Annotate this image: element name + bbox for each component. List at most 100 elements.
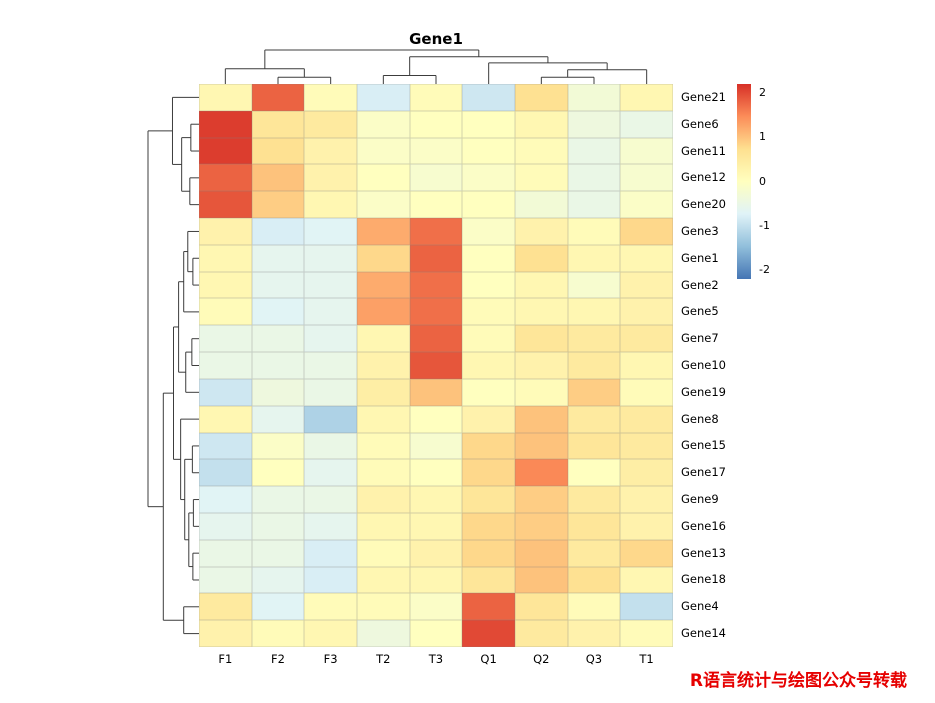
heatmap-cell <box>357 378 410 406</box>
heatmap-cell <box>251 191 305 219</box>
heatmap-cell <box>462 137 515 165</box>
heatmap-cell <box>357 459 410 487</box>
heatmap-cell <box>620 84 673 111</box>
heatmap-cell <box>409 566 463 594</box>
heatmap-cell <box>357 137 410 165</box>
heatmap-cell <box>409 512 463 540</box>
row-label: Gene19 <box>681 384 726 399</box>
heatmap-cell <box>199 539 252 567</box>
heatmap-cell <box>251 512 305 540</box>
heatmap-cell <box>567 593 621 621</box>
heatmap-cell <box>304 352 357 379</box>
heatmap-cell <box>251 459 305 487</box>
heatmap-cell <box>357 110 410 138</box>
heatmap-cell <box>567 191 621 219</box>
heatmap-cell <box>357 486 410 513</box>
heatmap-cell <box>462 325 515 353</box>
heatmap-cell <box>462 459 515 487</box>
heatmap-cell <box>620 593 673 621</box>
column-label: Q1 <box>480 652 497 666</box>
row-label: Gene14 <box>681 625 726 640</box>
heatmap-cell <box>567 244 621 272</box>
heatmap-cell <box>357 539 410 567</box>
heatmap-cell <box>462 486 515 513</box>
heatmap-cell <box>567 164 621 192</box>
heatmap-cell <box>357 164 410 192</box>
heatmap-cell <box>515 459 568 487</box>
heatmap-cell <box>251 298 305 326</box>
heatmap-cell <box>567 137 621 165</box>
row-label: Gene8 <box>681 411 719 426</box>
column-label: F2 <box>271 652 285 666</box>
heatmap-cell <box>462 566 515 594</box>
heatmap-cell <box>251 352 305 379</box>
heatmap-cell <box>357 244 410 272</box>
heatmap-cell <box>567 539 621 567</box>
legend-tick-label: 2 <box>759 85 766 99</box>
heatmap-cell <box>462 512 515 540</box>
heatmap-cell <box>199 84 252 111</box>
heatmap-cell <box>199 486 252 513</box>
heatmap-cell <box>357 271 410 299</box>
heatmap-cell <box>515 164 568 192</box>
row-label: Gene5 <box>681 304 719 319</box>
heatmap-cell <box>304 298 357 326</box>
heatmap-cell <box>199 432 252 460</box>
heatmap-cell <box>304 459 357 487</box>
heatmap-cell <box>515 244 568 272</box>
heatmap-cell <box>515 110 568 138</box>
heatmap-cell <box>515 486 568 513</box>
heatmap-cell <box>567 352 621 379</box>
heatmap-cell <box>199 298 252 326</box>
heatmap-cell <box>620 271 673 299</box>
heatmap-cell <box>567 271 621 299</box>
heatmap-cell <box>251 593 305 621</box>
heatmap-cell <box>567 432 621 460</box>
heatmap-cell <box>199 620 252 647</box>
heatmap-cell <box>199 325 252 353</box>
heatmap-cell <box>357 191 410 219</box>
heatmap-cell <box>462 164 515 192</box>
row-label: Gene6 <box>681 116 719 131</box>
heatmap-cell <box>620 405 673 433</box>
heatmap-cell <box>357 620 410 647</box>
heatmap-cell <box>304 218 357 245</box>
heatmap-cell <box>462 271 515 299</box>
heatmap-cell <box>409 459 463 487</box>
heatmap-cell <box>567 459 621 487</box>
legend-tick-label: 0 <box>759 174 766 188</box>
heatmap-cell <box>304 593 357 621</box>
row-label: Gene15 <box>681 438 726 453</box>
heatmap-cell <box>409 244 463 272</box>
heatmap-cell <box>251 539 305 567</box>
row-label: Gene16 <box>681 518 726 533</box>
heatmap-cell <box>567 325 621 353</box>
heatmap-cell <box>357 218 410 245</box>
row-label: Gene1 <box>681 250 719 265</box>
row-label: Gene20 <box>681 197 726 212</box>
heatmap-cell <box>409 539 463 567</box>
heatmap-cell <box>515 539 568 567</box>
heatmap-cell <box>620 566 673 594</box>
heatmap-cell <box>199 271 252 299</box>
heatmap-cell <box>251 137 305 165</box>
heatmap-cell <box>304 432 357 460</box>
heatmap-cell <box>462 593 515 621</box>
row-label: Gene4 <box>681 599 719 614</box>
heatmap-cell <box>199 566 252 594</box>
heatmap-cell <box>199 459 252 487</box>
heatmap-cell <box>251 432 305 460</box>
heatmap-cell <box>357 432 410 460</box>
heatmap-cell <box>620 512 673 540</box>
heatmap-cell <box>199 164 252 192</box>
row-label: Gene2 <box>681 277 719 292</box>
heatmap-cell <box>620 620 673 647</box>
row-label: Gene10 <box>681 357 726 372</box>
legend-tick-label: 1 <box>759 130 766 144</box>
row-label: Gene11 <box>681 143 726 158</box>
heatmap-cell <box>620 137 673 165</box>
heatmap-cell <box>515 218 568 245</box>
heatmap-cell <box>409 298 463 326</box>
heatmap-cell <box>251 405 305 433</box>
